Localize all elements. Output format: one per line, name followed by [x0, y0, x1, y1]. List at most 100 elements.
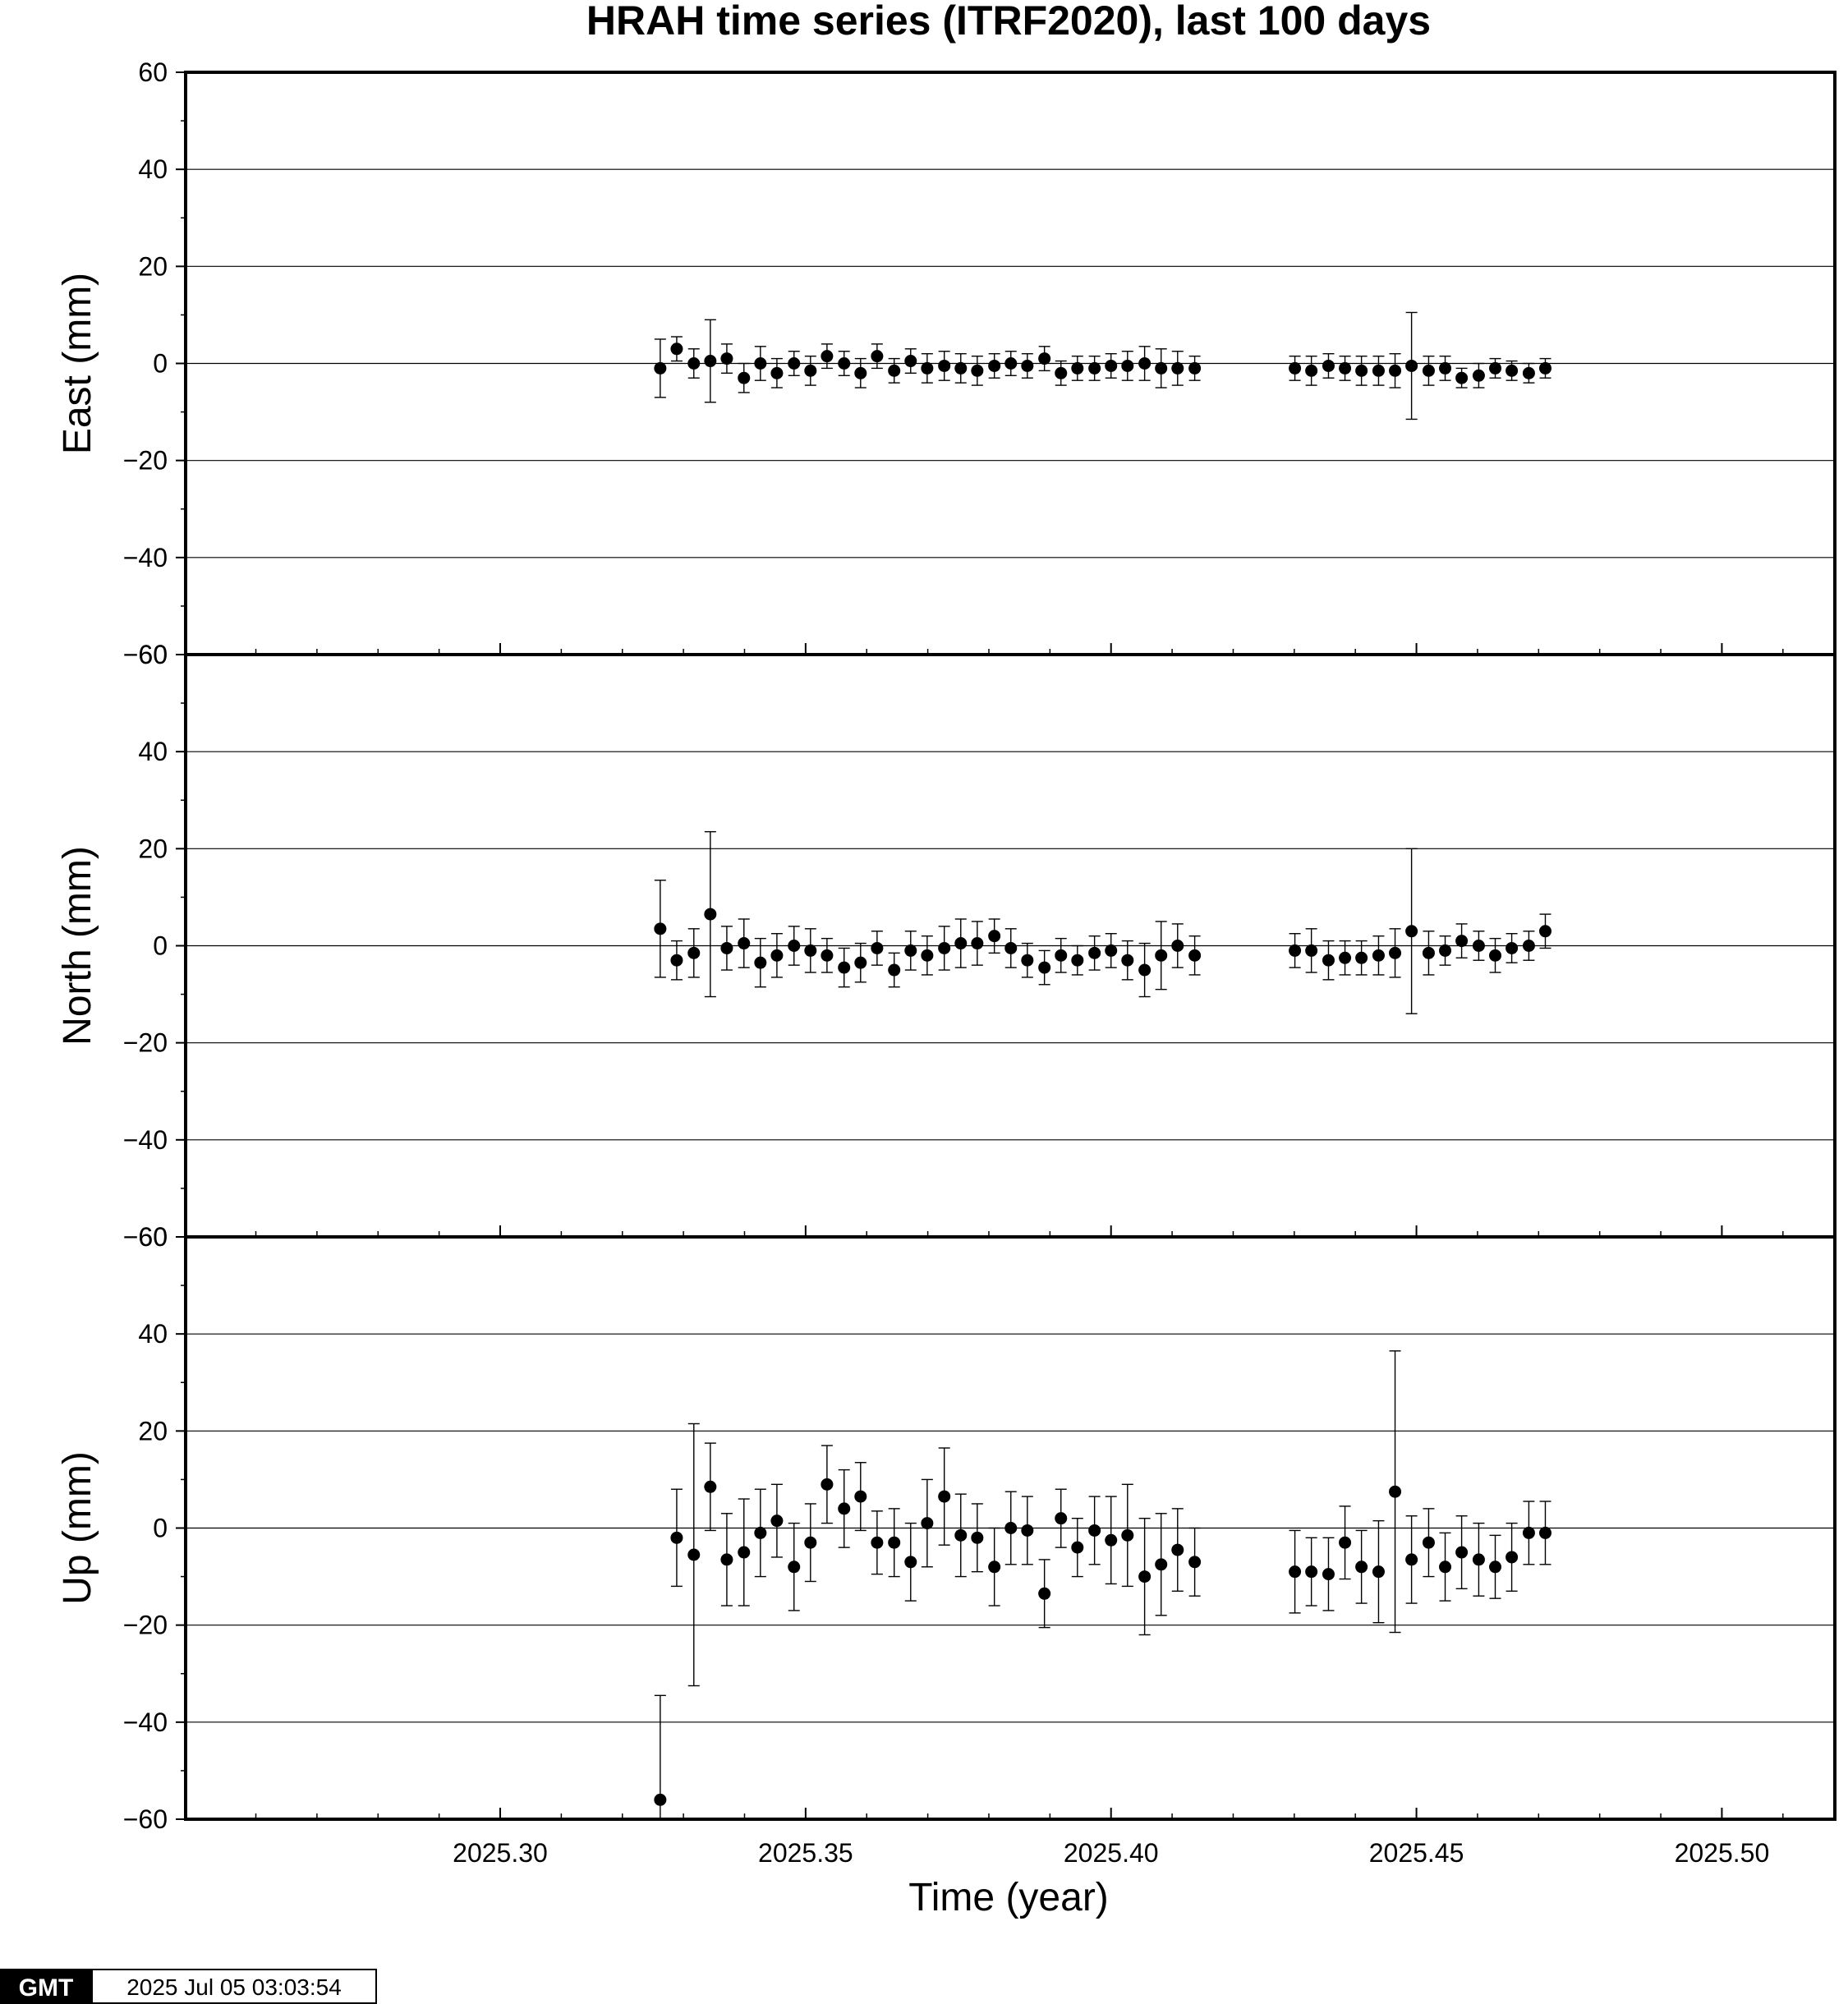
data-point — [1322, 1568, 1335, 1581]
data-point — [1071, 361, 1084, 375]
data-point — [971, 364, 984, 377]
y-tick-label: −40 — [123, 543, 168, 572]
data-point — [1322, 359, 1335, 372]
x-axis: 2025.30 2025.35 2025.40 2025.45 2025.50 — [453, 1838, 1769, 1868]
data-point — [838, 961, 851, 974]
data-point — [1439, 944, 1452, 957]
data-point — [1021, 1524, 1034, 1537]
data-point — [1088, 946, 1101, 959]
data-point — [1121, 359, 1134, 372]
data-point — [1121, 1528, 1134, 1542]
panel-up: −60 −40 −20 0 20 40 60 Up (mm) — [56, 1222, 1837, 1834]
data-point — [821, 1478, 834, 1491]
data-point — [921, 361, 934, 375]
data-point — [1071, 1541, 1084, 1554]
data-point — [1155, 361, 1168, 375]
y-tick-label: −60 — [123, 640, 168, 669]
data-point — [1472, 940, 1485, 952]
y-tick-label: −60 — [123, 1804, 168, 1834]
data-point — [770, 366, 784, 379]
data-point — [1372, 364, 1385, 377]
data-point — [1289, 944, 1302, 957]
data-point — [888, 1536, 901, 1549]
data-point — [1489, 949, 1502, 962]
data-point — [871, 350, 884, 363]
data-point — [938, 359, 951, 372]
timestamp-box — [91, 1969, 377, 2004]
data-point — [888, 364, 901, 377]
data-point — [738, 937, 751, 950]
data-point — [921, 949, 934, 962]
data-point — [1171, 1543, 1184, 1556]
data-point — [1305, 364, 1318, 377]
y-tick-label: 0 — [153, 1514, 168, 1543]
data-point — [720, 941, 733, 954]
data-point — [687, 1548, 701, 1561]
data-point — [1472, 369, 1485, 382]
data-point — [838, 357, 851, 370]
data-point — [1188, 361, 1202, 375]
data-point — [1455, 935, 1469, 948]
x-tick-label: 2025.30 — [453, 1838, 548, 1868]
data-point — [704, 1480, 717, 1493]
y-tick-label: 0 — [153, 931, 168, 961]
y-tick-label: −60 — [123, 1222, 168, 1252]
timestamp: 2025 Jul 05 03:03:54 — [126, 1974, 342, 2000]
data-point — [1121, 954, 1134, 967]
data-point — [821, 949, 834, 962]
data-point — [720, 1553, 733, 1566]
data-point — [1422, 364, 1435, 377]
data-point — [1339, 1536, 1352, 1549]
data-point — [1289, 1565, 1302, 1579]
data-point — [954, 1528, 968, 1542]
data-point — [1506, 1551, 1519, 1564]
data-point — [1355, 951, 1368, 964]
data-point — [871, 1536, 884, 1549]
data-point — [1088, 361, 1101, 375]
panels: −60 −40 −20 0 20 40 60 East (mm) −60 −40 −20 0 20 40 6… — [56, 57, 1837, 1834]
data-point — [687, 946, 701, 959]
data-point — [1339, 951, 1352, 964]
data-point — [804, 1536, 817, 1549]
data-point — [904, 944, 917, 957]
y-tick-label: 0 — [153, 349, 168, 379]
data-point — [938, 941, 951, 954]
data-point — [1538, 361, 1551, 375]
data-point — [1455, 371, 1469, 384]
data-point — [738, 1546, 751, 1559]
data-point — [1389, 946, 1402, 959]
y-tick-label: 20 — [138, 251, 168, 281]
data-point — [1389, 364, 1402, 377]
data-point — [871, 941, 884, 954]
data-point — [1171, 361, 1184, 375]
data-point — [1021, 359, 1034, 372]
data-point — [1088, 1524, 1101, 1537]
data-point — [1355, 1560, 1368, 1574]
data-point — [838, 1502, 851, 1515]
y-axis-label: North (mm) — [56, 846, 99, 1046]
data-point — [1522, 366, 1535, 379]
data-point — [854, 956, 867, 969]
data-point — [1422, 946, 1435, 959]
y-tick-label: −20 — [123, 1611, 168, 1640]
data-point — [921, 1517, 934, 1530]
data-point — [1538, 925, 1551, 938]
data-point — [1489, 1560, 1502, 1574]
y-tick-label: −20 — [123, 446, 168, 476]
data-point — [1305, 944, 1318, 957]
data-point — [1055, 1512, 1068, 1525]
data-point — [670, 342, 683, 356]
data-point — [1038, 1587, 1051, 1600]
data-point — [1522, 1526, 1535, 1539]
data-point — [1171, 940, 1184, 952]
data-point — [1506, 941, 1519, 954]
data-point — [1439, 361, 1452, 375]
panel-north: −60 −40 −20 0 20 40 60 North (mm) — [56, 640, 1837, 1252]
footer: GMT 2025 Jul 05 03:03:54 — [0, 1969, 377, 2004]
data-point — [954, 361, 968, 375]
panel-frame — [184, 1235, 1837, 1821]
data-point — [1055, 949, 1068, 962]
data-point — [904, 1556, 917, 1569]
data-point — [1055, 366, 1068, 379]
y-tick-label: 60 — [138, 1222, 168, 1252]
